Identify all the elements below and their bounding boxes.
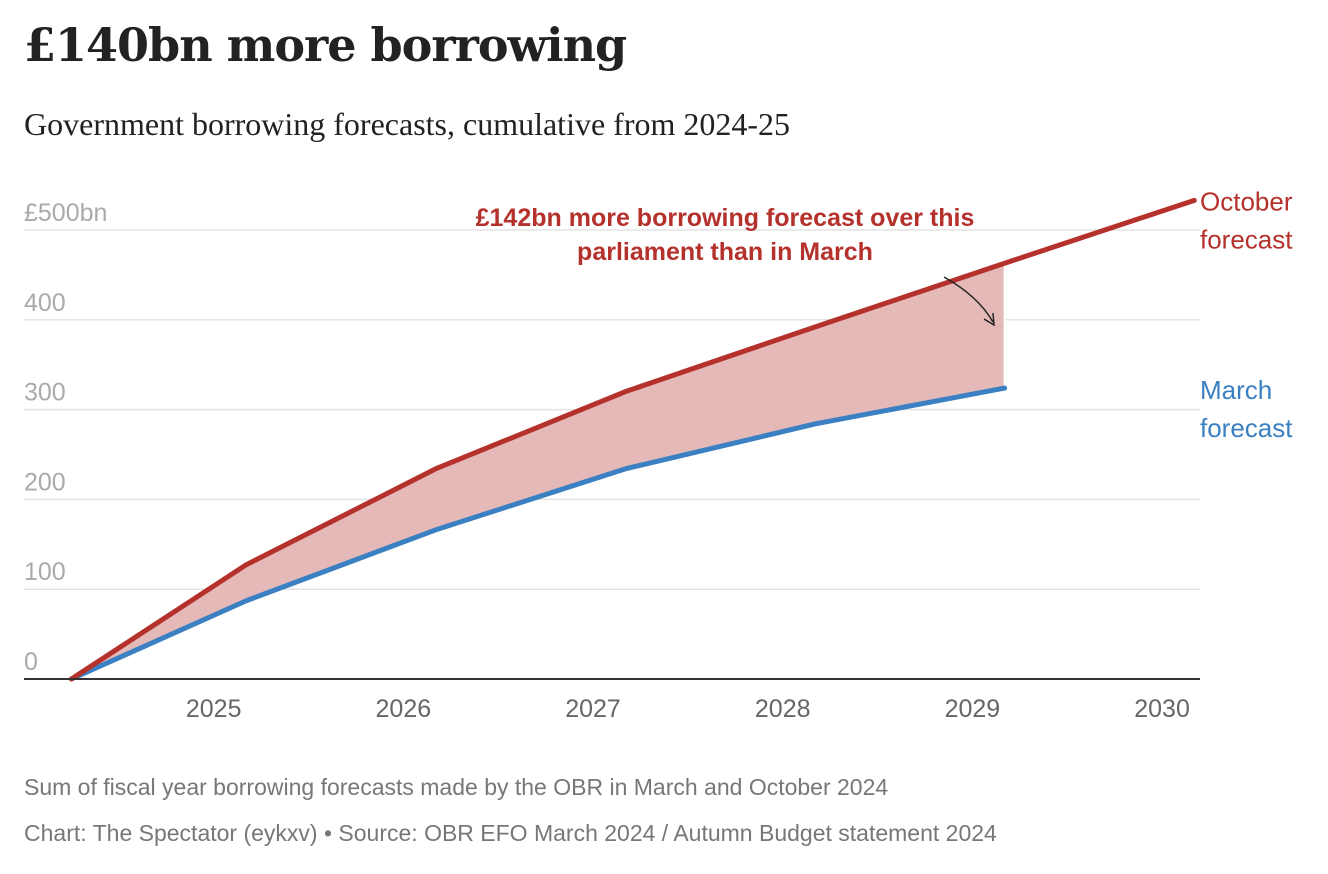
y-tick-label: 100 — [24, 558, 66, 586]
x-tick-label: 2027 — [565, 695, 621, 723]
chart-notes: Sum of fiscal year borrowing forecasts m… — [24, 774, 889, 800]
y-tick-label: 200 — [24, 468, 66, 496]
x-tick-label: 2028 — [755, 695, 811, 723]
y-tick-label: 0 — [24, 648, 38, 676]
annotation-text: £142bn more borrowing forecast over this… — [476, 204, 975, 266]
chart-title: £140bn more borrowing — [24, 18, 627, 72]
october-forecast-label: October forecast — [1200, 186, 1293, 254]
borrowing-line-chart: 0 100 200 300 400 £500bn 2025 2026 2027 2028 2029 2… — [24, 186, 1293, 723]
annotation-line: £142bn more borrowing forecast over this — [476, 204, 975, 232]
annotation-arrowhead — [983, 312, 995, 327]
october-forecast-label-line: October — [1200, 186, 1293, 216]
october-forecast-line — [68, 197, 1197, 682]
march-forecast-label: March forecast — [1200, 375, 1293, 443]
y-tick-label: £500bn — [24, 199, 107, 227]
x-tick-label: 2029 — [945, 695, 1001, 723]
x-tick-label: 2030 — [1134, 695, 1190, 723]
march-forecast-label-line: March — [1200, 375, 1272, 405]
chart-subtitle: Government borrowing forecasts, cumulati… — [24, 106, 791, 142]
labels: 0 100 200 300 400 £500bn 2025 2026 2027 2028 2029 2… — [24, 186, 1293, 723]
march-forecast-label-line: forecast — [1200, 413, 1293, 443]
x-tick-label: 2025 — [186, 695, 242, 723]
march-forecast-line — [68, 385, 1008, 682]
chart-credit: Chart: The Spectator (eykxv) • Source: O… — [24, 820, 997, 846]
y-tick-label: 400 — [24, 289, 66, 317]
annotation-line: parliament than in March — [577, 238, 873, 266]
y-tick-label: 300 — [24, 379, 66, 407]
annotation-arrow — [943, 276, 994, 323]
october-forecast-label-line: forecast — [1200, 224, 1293, 254]
x-tick-label: 2026 — [376, 695, 432, 723]
series-lines — [68, 197, 1197, 682]
